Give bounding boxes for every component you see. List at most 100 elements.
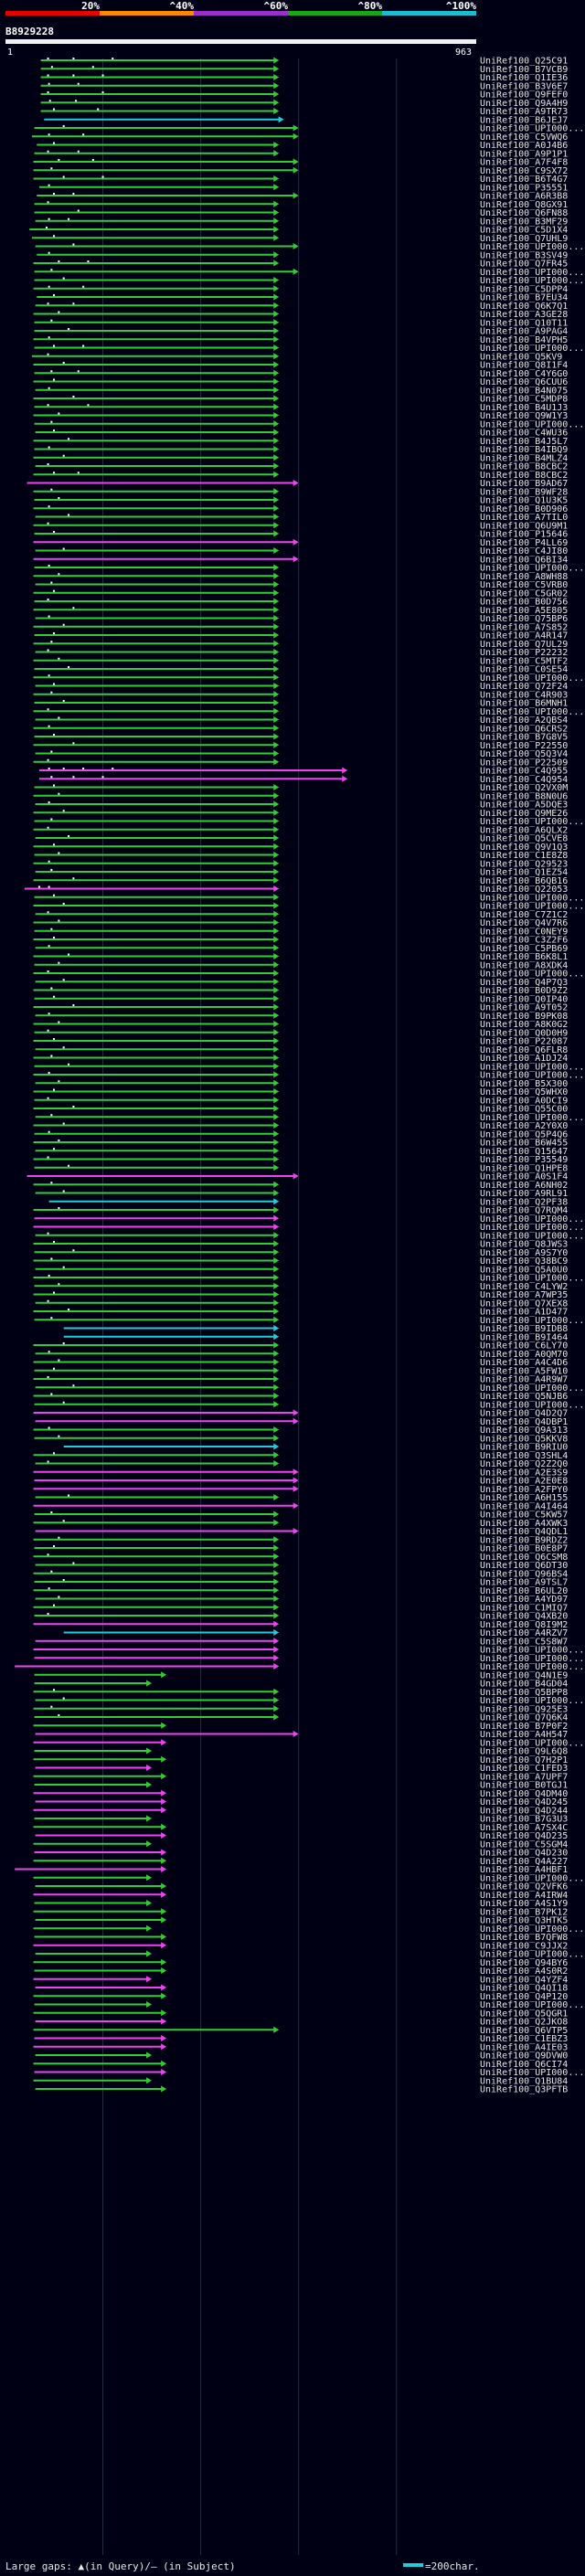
hit-label[interactable]: UniRef100_A4R9W7 xyxy=(480,1375,568,1385)
hit-label[interactable]: UniRef100_Q3SHL4 xyxy=(480,1451,568,1461)
hit-row[interactable]: UniRef100_C7Z1C2 xyxy=(35,910,569,920)
hit-label[interactable]: UniRef100_Q4DM40 xyxy=(480,1789,568,1799)
hit-row[interactable]: UniRef100_A5FW10 xyxy=(34,1366,569,1376)
hit-row[interactable]: UniRef100_B4IBQ9 xyxy=(34,445,569,455)
hit-row[interactable]: UniRef100_P4LL69 xyxy=(33,538,569,548)
hit-row[interactable]: UniRef100_Q9ME26 xyxy=(33,809,569,819)
hit-row[interactable]: UniRef100_C0NEY9 xyxy=(34,927,569,937)
hit-label[interactable]: UniRef100_B0D9Z2 xyxy=(480,986,568,996)
hit-row[interactable]: UniRef100_B9WF28 xyxy=(33,487,569,497)
hit-label[interactable]: UniRef100_B8CBC2 xyxy=(480,471,568,481)
hit-label[interactable]: UniRef100_Q6FLR8 xyxy=(480,1045,568,1055)
hit-label[interactable]: UniRef100_C5KW57 xyxy=(480,1511,568,1521)
hit-label[interactable]: UniRef100_A7F4F8 xyxy=(480,158,568,168)
hit-label[interactable]: UniRef100_A8K0G2 xyxy=(480,1020,568,1030)
hit-row[interactable]: UniRef100_UPI000... xyxy=(34,268,585,278)
hit-label[interactable]: UniRef100_Q10T11 xyxy=(480,318,568,328)
hit-row[interactable]: UniRef100_UPI000... xyxy=(33,970,585,980)
hit-row[interactable]: UniRef100_UPI000... xyxy=(34,1062,585,1072)
hit-label[interactable]: UniRef100_C4Y6G0 xyxy=(480,369,568,379)
hit-label[interactable]: UniRef100_B4J5L7 xyxy=(480,437,568,447)
hit-row[interactable]: UniRef100_C5MTF2 xyxy=(33,656,569,666)
hit-label[interactable]: UniRef100_A9S7Y0 xyxy=(480,1248,568,1258)
hit-label[interactable]: UniRef100_C5MDP8 xyxy=(480,395,568,405)
hit-label[interactable]: UniRef100_A4I464 xyxy=(480,1501,568,1511)
hit-label[interactable]: UniRef100_Q4DBP1 xyxy=(480,1417,568,1427)
hit-label[interactable]: UniRef100_Q96BS4 xyxy=(480,1569,568,1579)
hit-label[interactable]: UniRef100_Q6U9M1 xyxy=(480,521,568,531)
hit-row[interactable]: UniRef100_B4MLZ4 xyxy=(33,453,569,463)
hit-label[interactable]: UniRef100_B3MF29 xyxy=(480,217,568,227)
hit-row[interactable]: UniRef100_Q6CRS2 xyxy=(33,724,569,734)
hit-label[interactable]: UniRef100_B5X300 xyxy=(480,1079,568,1089)
hit-label[interactable]: UniRef100_UPI000... xyxy=(480,970,584,980)
hit-label[interactable]: UniRef100_P35551 xyxy=(480,183,568,193)
hit-label[interactable]: UniRef100_C5DPP4 xyxy=(480,284,568,294)
hit-row[interactable]: UniRef100_A0QM70 xyxy=(35,1350,569,1360)
hit-row[interactable]: UniRef100_B6MNH1 xyxy=(34,699,569,709)
hit-row[interactable]: UniRef100_P35551 xyxy=(38,183,568,193)
hit-row[interactable]: UniRef100_C4Q955 xyxy=(38,767,568,777)
hit-row[interactable]: UniRef100_B5X300 xyxy=(35,1079,569,1089)
hit-row[interactable]: UniRef100_Q72F24 xyxy=(35,682,569,692)
hit-row[interactable]: UniRef100_P22232 xyxy=(35,648,569,658)
hit-label[interactable]: UniRef100_Q8I9M2 xyxy=(480,1620,568,1630)
hit-label[interactable]: UniRef100_B9AD67 xyxy=(480,479,568,489)
hit-label[interactable]: UniRef100_C5SGM4 xyxy=(480,1839,568,1850)
hit-label[interactable]: UniRef100_Q4A227 xyxy=(480,1857,568,1867)
hit-row[interactable]: UniRef100_Q2VX0M xyxy=(34,783,569,793)
hit-label[interactable]: UniRef100_Q1HPE8 xyxy=(480,1163,568,1173)
hit-row[interactable]: UniRef100_A1DJ24 xyxy=(33,1054,569,1064)
hit-label[interactable]: UniRef100_Q2VX0M xyxy=(480,783,568,793)
hit-row[interactable]: UniRef100_C5GR02 xyxy=(33,588,569,599)
hit-label[interactable]: UniRef100_Q4N1E9 xyxy=(480,1670,568,1680)
hit-label[interactable]: UniRef100_C1E8Z8 xyxy=(480,851,568,861)
hit-label[interactable]: UniRef100_C5MTF2 xyxy=(480,656,568,666)
hit-label[interactable]: UniRef100_B0TGJ1 xyxy=(480,1781,568,1791)
hit-row[interactable]: UniRef100_Q55C00 xyxy=(33,1105,569,1115)
hit-label[interactable]: UniRef100_Q5KKV8 xyxy=(480,1434,568,1444)
hit-row[interactable]: UniRef100_B9IDB8 xyxy=(63,1324,569,1334)
hit-label[interactable]: UniRef100_B9PK08 xyxy=(480,1012,568,1022)
hit-label[interactable]: UniRef100_Q5CVE8 xyxy=(480,834,568,844)
hit-row[interactable]: UniRef100_UPI000... xyxy=(34,893,585,903)
hit-label[interactable]: UniRef100_UPI000... xyxy=(480,344,584,354)
hit-row[interactable]: UniRef100_B9PK08 xyxy=(35,1012,569,1022)
hit-label[interactable]: UniRef100_UPI000... xyxy=(480,817,584,827)
hit-label[interactable]: UniRef100_Q4D244 xyxy=(480,1806,568,1816)
hit-row[interactable]: UniRef100_UPI000... xyxy=(34,419,585,429)
hit-row[interactable]: UniRef100_B9AD67 xyxy=(27,479,569,489)
hit-label[interactable]: UniRef100_B4U1J3 xyxy=(480,403,568,413)
hit-row[interactable]: UniRef100_Q2PF38 xyxy=(48,1197,569,1207)
hit-label[interactable]: UniRef100_A4R147 xyxy=(480,631,568,641)
hit-row[interactable]: UniRef100_B0D9Z2 xyxy=(33,986,569,996)
hit-row[interactable]: UniRef100_UPI000... xyxy=(15,1662,584,1672)
hit-row[interactable]: UniRef100_C1EBZ3 xyxy=(34,2034,569,2044)
hit-row[interactable]: UniRef100_Q6K7Q1 xyxy=(35,302,569,312)
hit-row[interactable]: UniRef100_B7PK12 xyxy=(33,1907,569,1917)
hit-label[interactable]: UniRef100_A2E3S9 xyxy=(480,1468,568,1478)
hit-row[interactable]: UniRef100_Q4V7R6 xyxy=(33,918,569,928)
hit-label[interactable]: UniRef100_UPI000... xyxy=(480,1113,584,1123)
hit-label[interactable]: UniRef100_Q7FR45 xyxy=(480,260,568,270)
hit-row[interactable]: UniRef100_Q1BU84 xyxy=(33,2076,569,2086)
hit-row[interactable]: UniRef100_A7S852 xyxy=(33,622,569,632)
hit-label[interactable]: UniRef100_Q1EZ54 xyxy=(480,868,568,878)
hit-row[interactable]: UniRef100_UPI000... xyxy=(34,2000,585,2010)
hit-label[interactable]: UniRef100_Q2VFK6 xyxy=(480,1882,568,1892)
hit-label[interactable]: UniRef100_P22550 xyxy=(480,741,568,751)
hit-label[interactable]: UniRef100_A9RL91 xyxy=(480,1189,568,1199)
hit-label[interactable]: UniRef100_A9P1P1 xyxy=(480,149,568,159)
hit-row[interactable]: UniRef100_Q3PFTB xyxy=(35,2085,569,2095)
hit-row[interactable]: UniRef100_Q5Q3V4 xyxy=(35,749,569,759)
hit-label[interactable]: UniRef100_Q5BPP8 xyxy=(480,1688,568,1698)
hit-label[interactable]: UniRef100_C5PB69 xyxy=(480,944,568,954)
hit-label[interactable]: UniRef100_A2QBS4 xyxy=(480,716,568,726)
hit-row[interactable]: UniRef100_B6UL20 xyxy=(33,1586,569,1596)
hit-row[interactable]: UniRef100_Q4QDL1 xyxy=(35,1527,569,1537)
hit-label[interactable]: UniRef100_Q4P120 xyxy=(480,1992,568,2002)
hit-row[interactable]: UniRef100_Q9A313 xyxy=(33,1426,569,1436)
hit-label[interactable]: UniRef100_A1DJ24 xyxy=(480,1054,568,1064)
hit-label[interactable]: UniRef100_Q4D2Q7 xyxy=(480,1409,568,1419)
hit-row[interactable]: UniRef100_B7P0F2 xyxy=(33,1722,569,1732)
